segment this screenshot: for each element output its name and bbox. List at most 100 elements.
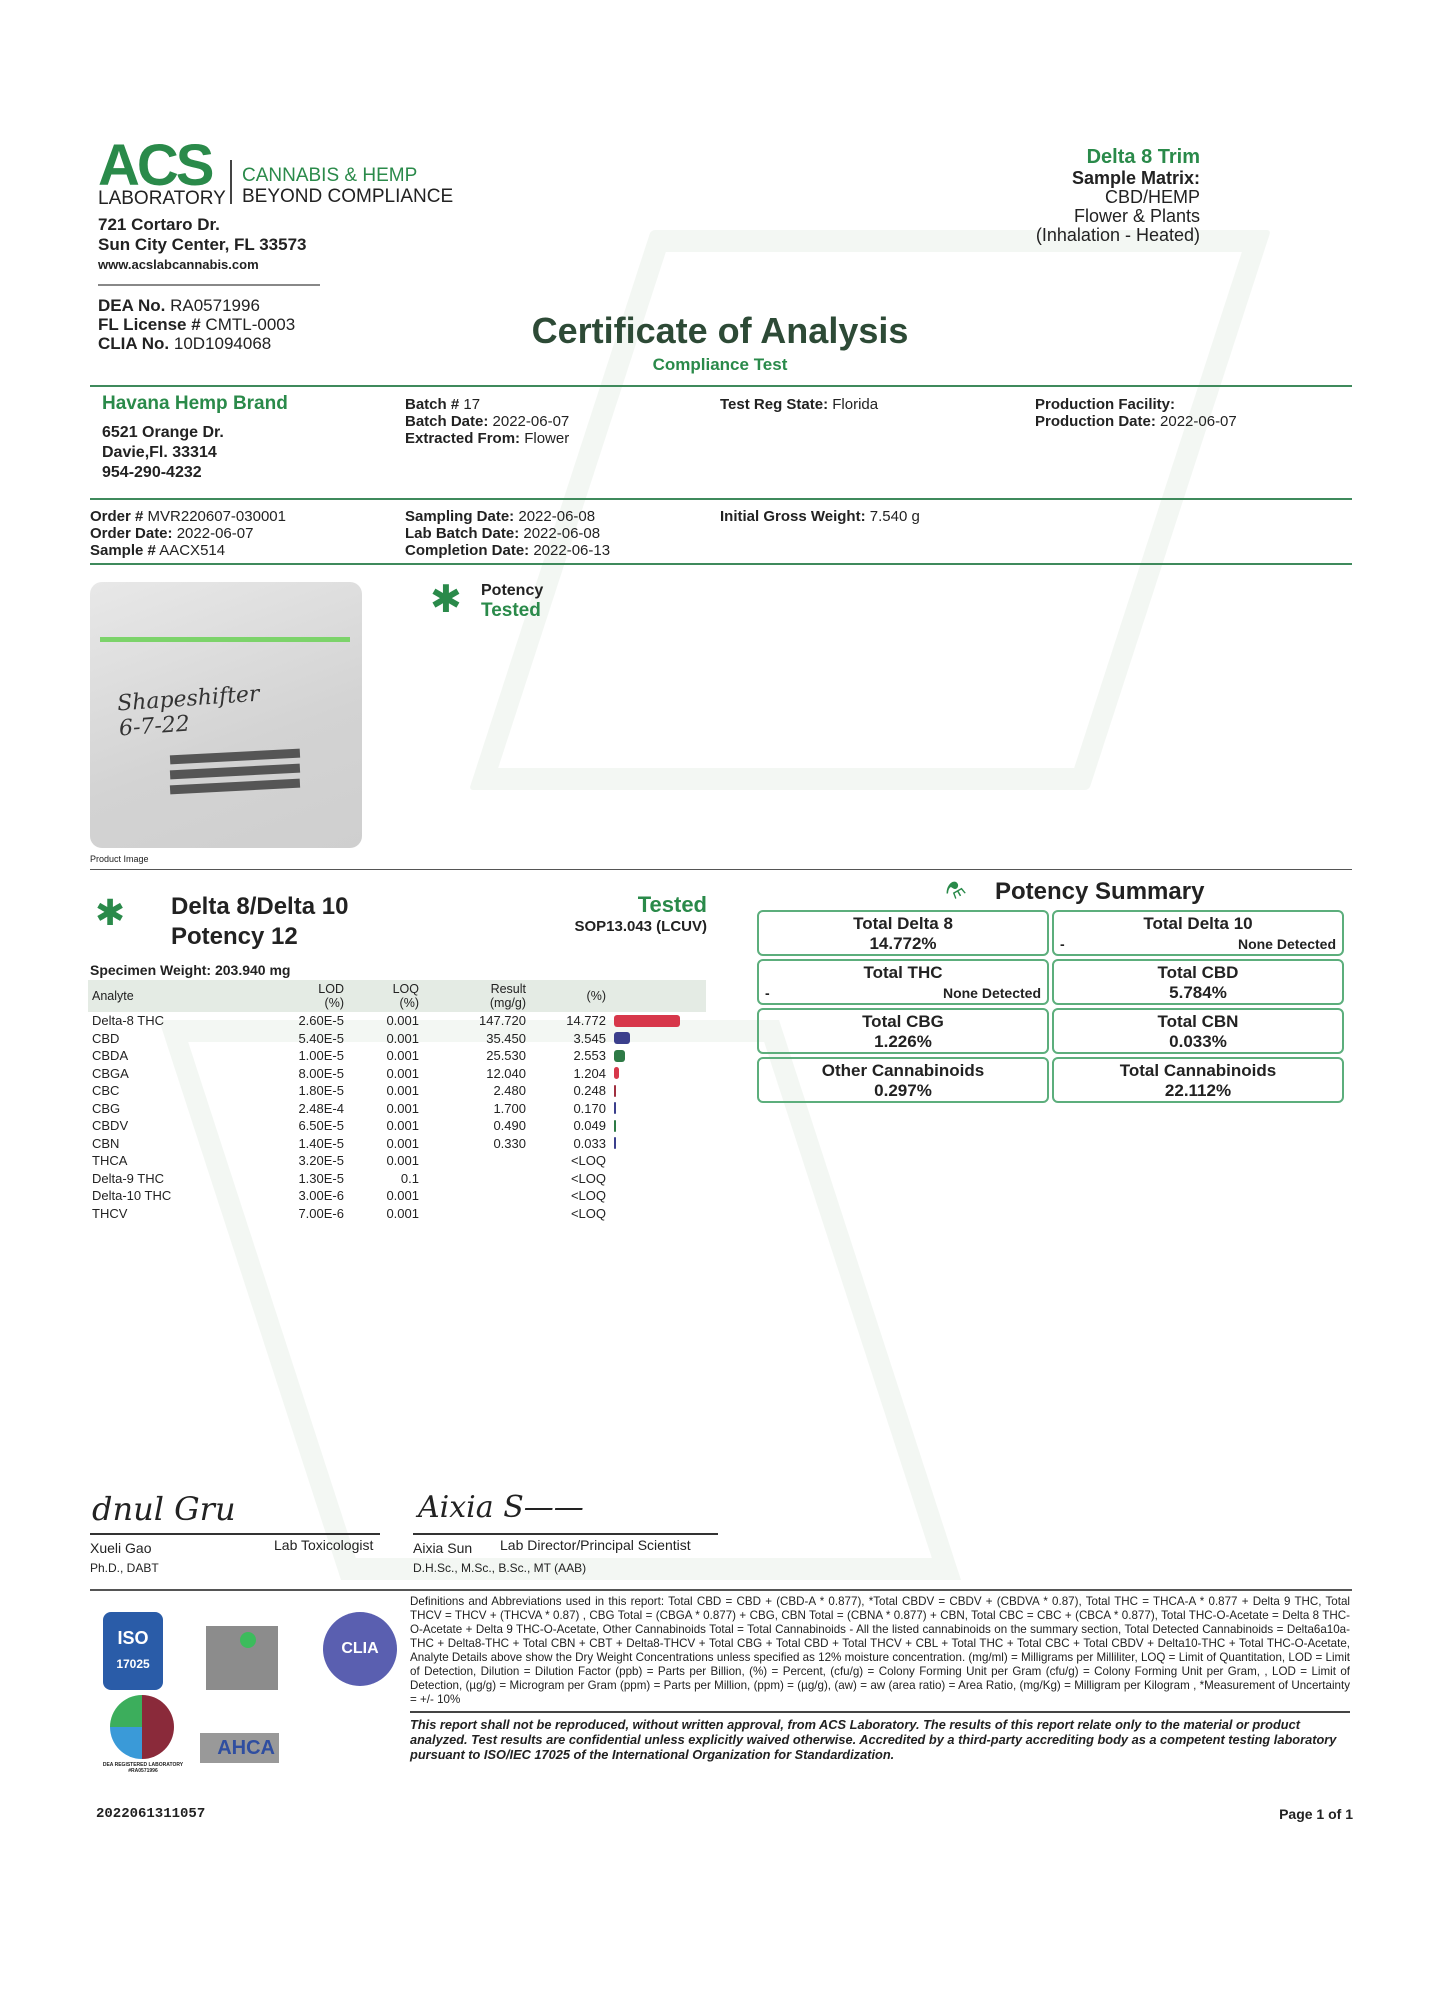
divider (90, 498, 1352, 500)
tagline: CANNABIS & HEMP BEYOND COMPLIANCE (242, 165, 454, 207)
order-info: Order # MVR220607-030001 Order Date: 202… (90, 508, 286, 559)
client-info: Havana Hemp Brand 6521 Orange Dr. Davie,… (102, 393, 288, 481)
cell-loq: 0.001 (386, 1135, 419, 1151)
potency-badge: Potency Tested (481, 582, 544, 621)
summary-box: Total CBN 0.033% (1052, 1008, 1344, 1054)
signer-name: Xueli Gao (90, 1540, 152, 1556)
result-bar (614, 1049, 626, 1062)
cell-analyte: CBG (92, 1100, 121, 1116)
cell-pct: 3.545 (573, 1030, 606, 1046)
summary-value: 5.784% (1169, 983, 1227, 1002)
summary-value: 1.226% (874, 1032, 932, 1051)
cell-result: 12.040 (486, 1065, 526, 1081)
dea-caption: DEA REGISTERED LABORATORY #RA0571996 (102, 1762, 184, 1774)
summary-dash: - (765, 985, 770, 1001)
table-row: CBG 2.48E-4 0.001 1.700 0.170 (88, 1100, 706, 1118)
disclaimer-text: This report shall not be reproduced, wit… (410, 1717, 1337, 1762)
cell-analyte: CBGA (92, 1065, 129, 1081)
cell-loq: 0.1 (400, 1170, 419, 1186)
summary-box: Other Cannabinoids 0.297% (757, 1057, 1049, 1103)
cell-loq: 0.001 (386, 1188, 419, 1204)
cell-lod: 8.00E-5 (298, 1065, 344, 1081)
cell-lod: 1.00E-5 (298, 1048, 344, 1064)
cell-analyte: CBDA (92, 1048, 129, 1064)
cell-pct: <LOQ (570, 1170, 606, 1186)
cell-lod: 3.00E-6 (298, 1188, 344, 1204)
cell-lod: 1.30E-5 (298, 1170, 344, 1186)
signer-role: Lab Toxicologist (274, 1537, 374, 1553)
cell-loq: 0.001 (386, 1118, 419, 1134)
page-title: Certificate of Analysis (531, 310, 909, 351)
cell-loq: 0.001 (386, 1065, 419, 1081)
cell-result (423, 1187, 530, 1205)
cell-analyte: THCV (92, 1205, 128, 1221)
summary-label: Total Delta 10 (1143, 914, 1253, 933)
cell-pct: <LOQ (570, 1188, 606, 1204)
cell-lod: 3.20E-5 (298, 1153, 344, 1169)
summary-label: Other Cannabinoids (821, 1061, 985, 1080)
cell-pct: 0.170 (573, 1100, 606, 1116)
cell-pct: <LOQ (570, 1153, 606, 1169)
divider (90, 1533, 380, 1535)
summary-label: Total Delta 8 (853, 914, 953, 933)
cell-result: 25.530 (486, 1048, 526, 1064)
cell-result (423, 1170, 530, 1188)
cell-pct: 1.204 (573, 1065, 606, 1081)
cell-analyte: CBDV (92, 1118, 129, 1134)
summary-box: Total CBG 1.226% (757, 1008, 1049, 1054)
gross-weight: Initial Gross Weight: 7.540 g (720, 508, 920, 525)
result-bar (614, 1119, 616, 1132)
summary-box: Total Cannabinoids 22.112% (1052, 1057, 1344, 1103)
cell-pct: 2.553 (573, 1048, 606, 1064)
signer-name: Aixia Sun (413, 1540, 473, 1556)
table-row: CBN 1.40E-5 0.001 0.330 0.033 (88, 1135, 706, 1153)
potency-status: Tested (637, 892, 707, 917)
page-subtitle: Compliance Test (652, 355, 788, 374)
potency-title: Delta 8/Delta 10 Potency 12 (171, 893, 349, 950)
cell-loq: 0.001 (386, 1048, 419, 1064)
table-row: Delta-9 THC 1.30E-5 0.1 <LOQ (88, 1170, 706, 1188)
acs-logo: ACS LABORATORY (98, 133, 226, 209)
page-number: Page 1 of 1 (1279, 1806, 1353, 1822)
divider (410, 1711, 1350, 1713)
cell-analyte: THCA (92, 1153, 128, 1169)
cell-result: 147.720 (479, 1013, 526, 1029)
lab-licenses: DEA No. RA0571996 FL License # CMTL-0003… (98, 296, 296, 353)
sample-matrix: Delta 8 Trim Sample Matrix: CBD/HEMP Flo… (1035, 146, 1200, 245)
clia-logo-text: CLIA (341, 1640, 379, 1657)
cell-analyte: CBN (92, 1135, 120, 1151)
cell-loq: 0.001 (386, 1153, 419, 1169)
summary-label: Total CBD (1157, 963, 1239, 982)
result-bar (614, 1137, 616, 1150)
summary-value: 0.033% (1169, 1032, 1227, 1051)
table-row: Delta-10 THC 3.00E-6 0.001 <LOQ (88, 1187, 706, 1205)
cell-lod: 6.50E-5 (298, 1118, 344, 1134)
summary-title: Potency Summary (995, 878, 1205, 905)
summary-label: Total CBN (1157, 1012, 1239, 1031)
summary-value: None Detected (942, 985, 1041, 1001)
signer-creds: Ph.D., DABT (90, 1561, 159, 1575)
summary-box: Total Delta 8 14.772% (757, 910, 1049, 956)
table-row: THCA 3.20E-5 0.001 <LOQ (88, 1152, 706, 1170)
summary-box: Total THC - None Detected (757, 959, 1049, 1005)
report-id: 2022061311057 (96, 1806, 206, 1822)
cell-loq: 0.001 (386, 1030, 419, 1046)
cell-pct: 14.772 (566, 1013, 606, 1029)
product-image: Shapeshifter 6-7-22 (90, 582, 362, 848)
potency-table: Analyte LOD (%) LOQ (%) Result (mg/g) (%) D… (88, 980, 706, 1222)
result-bar (614, 1067, 620, 1080)
cell-lod: 5.40E-5 (298, 1030, 344, 1046)
result-bar (614, 1014, 680, 1027)
footer-notes: Definitions and Abbreviations used in th… (410, 1595, 1350, 1762)
potency-method: SOP13.043 (LCUV) (574, 918, 707, 935)
cell-result (423, 1205, 530, 1223)
summary-box: Total CBD 5.784% (1052, 959, 1344, 1005)
cell-result (423, 1152, 530, 1170)
cell-loq: 0.001 (386, 1205, 419, 1221)
specimen-weight: Specimen Weight: 203.940 mg (90, 962, 291, 978)
flask-icon: ⚗ (939, 874, 970, 907)
cell-lod: 2.60E-5 (298, 1013, 344, 1029)
iso-logo: ISO 17025 (103, 1612, 163, 1690)
divider (90, 869, 1352, 870)
table-row: CBDV 6.50E-5 0.001 0.490 0.049 (88, 1117, 706, 1135)
